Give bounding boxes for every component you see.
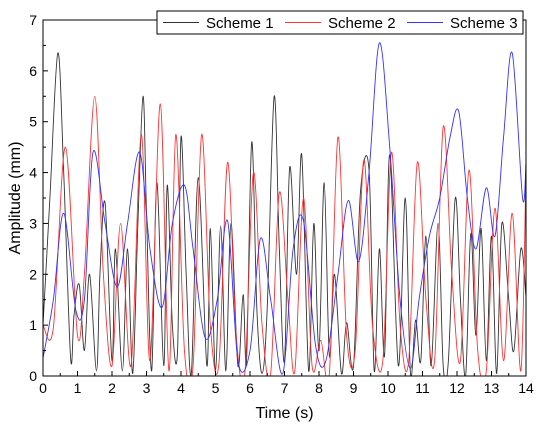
- x-tick-label: 1: [74, 380, 82, 396]
- legend-label-2: Scheme 2: [328, 15, 396, 32]
- x-axis-title: Time (s): [255, 405, 313, 422]
- series-line-1: [43, 52, 526, 376]
- series-line-3: [43, 42, 526, 375]
- x-tick-label: 2: [108, 380, 116, 396]
- y-tick-label: 3: [29, 215, 37, 231]
- x-tick-label: 10: [380, 380, 396, 396]
- x-tick-label: 3: [143, 380, 151, 396]
- y-axis-title: Amplitude (mm): [7, 142, 24, 255]
- x-tick-label: 14: [518, 380, 534, 396]
- series-layer: [43, 42, 526, 376]
- y-tick-label: 4: [29, 165, 37, 181]
- y-tick-label: 2: [29, 266, 37, 282]
- x-tick-label: 12: [449, 380, 465, 396]
- plot-frame: [42, 19, 527, 377]
- x-tick-label: 0: [39, 380, 47, 396]
- x-tick-label: 5: [212, 380, 220, 396]
- x-tick-label: 13: [484, 380, 500, 396]
- y-tick-label: 0: [29, 368, 37, 384]
- x-axis: 0 1 2 3 4 5 6 7 8 9 10 11 12 13 14: [39, 371, 534, 396]
- legend-label-3: Scheme 3: [450, 15, 518, 32]
- y-axis: 0 1 2 3 4 5 6 7: [29, 12, 48, 384]
- x-tick-label: 8: [315, 380, 323, 396]
- x-tick-label: 6: [246, 380, 254, 396]
- y-tick-label: 7: [29, 12, 37, 28]
- y-tick-label: 5: [29, 114, 37, 130]
- x-tick-label: 7: [281, 380, 289, 396]
- legend-box: [156, 10, 524, 35]
- series-line-2: [43, 95, 526, 376]
- legend: Scheme 1 Scheme 2 Scheme 3: [156, 10, 524, 35]
- x-tick-label: 9: [350, 380, 358, 396]
- x-tick-label: 4: [177, 380, 185, 396]
- y-tick-label: 1: [29, 317, 37, 333]
- y-tick-label: 6: [29, 63, 37, 79]
- legend-label-1: Scheme 1: [206, 15, 274, 32]
- x-tick-label: 11: [415, 380, 430, 396]
